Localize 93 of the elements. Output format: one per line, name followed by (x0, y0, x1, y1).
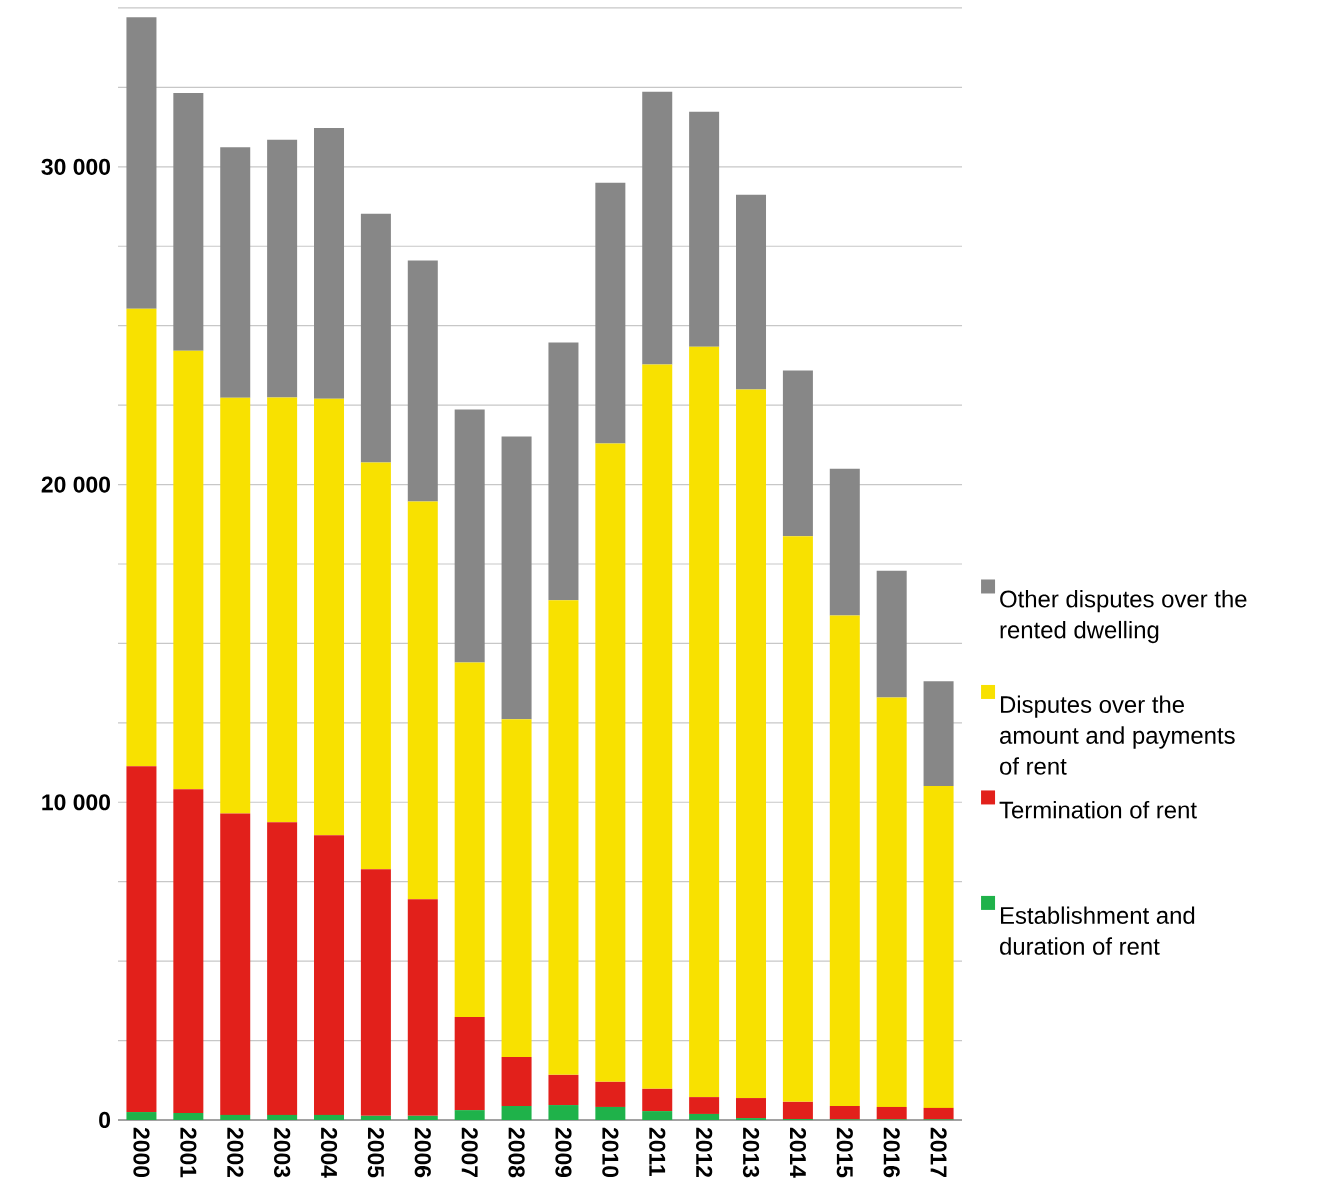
bar (173, 350, 204, 790)
bar (220, 397, 251, 814)
bar (267, 822, 298, 1115)
bar (689, 1097, 720, 1114)
bar (595, 182, 626, 444)
x-tick-label: 2001 (180, 1127, 197, 1178)
bar (782, 370, 813, 537)
bar (923, 681, 954, 787)
bar (173, 1113, 204, 1120)
bar (689, 346, 720, 1098)
bar (173, 93, 204, 351)
bar (126, 308, 157, 767)
bar (736, 389, 767, 1099)
bar (220, 1114, 251, 1120)
x-tick-label: 2012 (696, 1127, 713, 1178)
bar (782, 536, 813, 1102)
bar (782, 1101, 813, 1120)
bar (689, 1113, 720, 1120)
bar (829, 468, 860, 616)
bar (454, 662, 485, 1018)
legend-label: Disputes over the amount and payments of rent (1000, 695, 1235, 775)
x-tick-label: 2006 (414, 1127, 431, 1178)
bar (876, 570, 907, 698)
x-tick-label: 2004 (320, 1127, 338, 1178)
y-tick-label: 10 000 (42, 794, 110, 811)
bar (501, 436, 532, 720)
x-tick-label: 2008 (508, 1127, 525, 1178)
bar (642, 364, 673, 1089)
x-tick-label: 2011 (649, 1127, 666, 1177)
legend-label: Other disputes over the rented dwelling (1000, 590, 1247, 644)
bar (454, 409, 485, 663)
bar (548, 342, 579, 601)
x-tick-label: 2010 (602, 1127, 619, 1178)
x-tick-label: 2003 (274, 1127, 291, 1178)
bar (126, 766, 157, 1113)
bar (642, 91, 673, 365)
bar (829, 615, 860, 1106)
x-tick-label: 2007 (461, 1127, 478, 1177)
x-tick-label: 2015 (836, 1127, 853, 1178)
y-tick-label: 20 000 (41, 476, 110, 493)
bar (126, 17, 157, 309)
bar (360, 1115, 391, 1120)
bar (876, 697, 907, 1107)
bar (360, 462, 391, 870)
bar (267, 1114, 298, 1120)
bar (548, 1105, 579, 1120)
x-tick-label: 2016 (883, 1127, 900, 1178)
x-tick-label: 2014 (789, 1127, 807, 1178)
bar (314, 835, 345, 1115)
bar (501, 1057, 532, 1106)
bar (314, 128, 345, 399)
bar (454, 1017, 485, 1111)
legend-label: Termination of rent (999, 800, 1197, 819)
bar (360, 213, 391, 463)
bar (407, 1115, 438, 1120)
bar (736, 194, 767, 390)
bar (267, 397, 298, 823)
bar (220, 813, 251, 1115)
x-tick-label: 2005 (367, 1127, 385, 1178)
bar (360, 869, 391, 1116)
bar (829, 1106, 860, 1120)
x-tick-label: 2009 (555, 1127, 572, 1178)
bar (548, 1074, 579, 1106)
bar (314, 398, 345, 836)
bar (407, 899, 438, 1116)
bar (642, 1088, 673, 1112)
bar (923, 786, 954, 1108)
bar (501, 1106, 532, 1120)
y-tick-label: 0 (99, 1111, 111, 1129)
x-tick-label: 2013 (742, 1127, 760, 1178)
bar (548, 600, 579, 1075)
legend-label: Establishment and duration of rent (1000, 906, 1195, 955)
x-tick-label: 2002 (227, 1127, 244, 1178)
bar (595, 1081, 626, 1107)
bar (314, 1114, 345, 1120)
bar (220, 147, 251, 398)
bar (876, 1106, 907, 1120)
bar (595, 443, 626, 1082)
x-tick-label: 2000 (133, 1127, 150, 1178)
bar (689, 111, 720, 347)
bar (173, 789, 204, 1113)
bar (454, 1110, 485, 1120)
y-tick-label: 30 000 (41, 158, 110, 175)
bar (595, 1106, 626, 1120)
x-tick-label: 2017 (930, 1127, 947, 1177)
bar (407, 501, 438, 900)
bar (501, 719, 532, 1058)
bar (736, 1098, 767, 1119)
bar (267, 139, 298, 398)
bar (642, 1111, 673, 1120)
bar (407, 260, 438, 502)
bar (126, 1112, 157, 1120)
bar (923, 1107, 954, 1120)
